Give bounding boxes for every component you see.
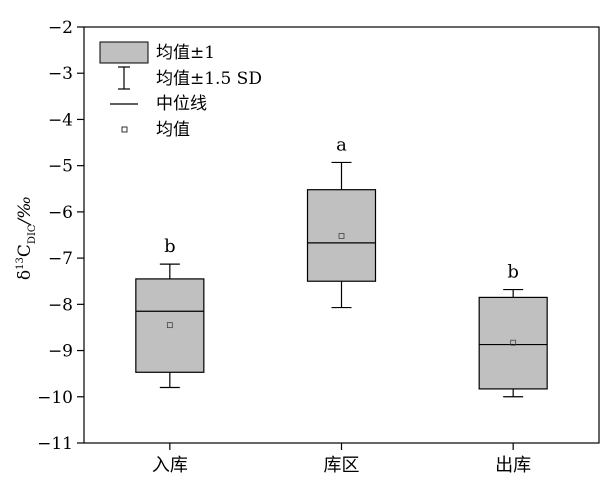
y-tick-label: −6	[48, 203, 73, 223]
legend: 均值±1 均值±1.5 SD 中位线 均值	[99, 41, 262, 140]
legend-box-swatch	[99, 41, 149, 64]
y-tick-label: −11	[37, 434, 73, 454]
y-axis-label-sub: DIC	[27, 224, 38, 244]
box-2: a	[306, 134, 377, 309]
x-tick-label: 库区	[324, 455, 360, 476]
y-tick-label: −5	[48, 157, 73, 177]
legend-mean-label: 均值	[156, 120, 190, 140]
boxes-group: b a b	[135, 134, 548, 398]
y-tick-label: −3	[48, 64, 73, 84]
y-tick-label: −2	[48, 18, 73, 38]
significance-letter: b	[507, 262, 519, 283]
y-tick-label: −10	[37, 388, 73, 408]
box-body	[478, 296, 548, 390]
significance-letter: a	[336, 134, 347, 155]
y-axis-label-sup: 13	[15, 257, 26, 270]
y-tick-label: −8	[48, 295, 73, 315]
x-axis-ticks: 入库 库区 出库	[152, 443, 531, 476]
y-axis-ticks: −2 −3 −4 −5 −6 −7 −8 −9 −10 −11	[37, 18, 84, 454]
y-axis-label-c: C	[15, 244, 35, 257]
box-1: b	[135, 236, 205, 389]
legend-box-label: 均值±1	[156, 43, 215, 63]
y-axis-label: δ13CDIC/‰	[15, 196, 38, 280]
y-tick-label: −4	[48, 110, 73, 130]
box-3: b	[478, 262, 548, 398]
y-tick-label: −7	[48, 249, 73, 269]
mean-marker	[338, 233, 345, 239]
mean-marker	[166, 322, 173, 329]
legend-whisker-label: 均值±1.5 SD	[156, 69, 262, 89]
legend-whisker-swatch	[118, 66, 130, 90]
y-axis-label-delta: δ	[15, 270, 35, 280]
box-body	[135, 278, 205, 373]
x-tick-label: 入库	[152, 455, 188, 476]
box-body	[306, 189, 377, 282]
mean-marker	[510, 339, 517, 346]
legend-median-label: 中位线	[156, 94, 207, 114]
significance-letter: b	[164, 236, 176, 257]
x-tick-label: 出库	[495, 455, 531, 476]
legend-mean-swatch	[121, 126, 128, 133]
y-axis-label-unit: /‰	[15, 196, 35, 227]
y-tick-label: −9	[48, 342, 73, 362]
